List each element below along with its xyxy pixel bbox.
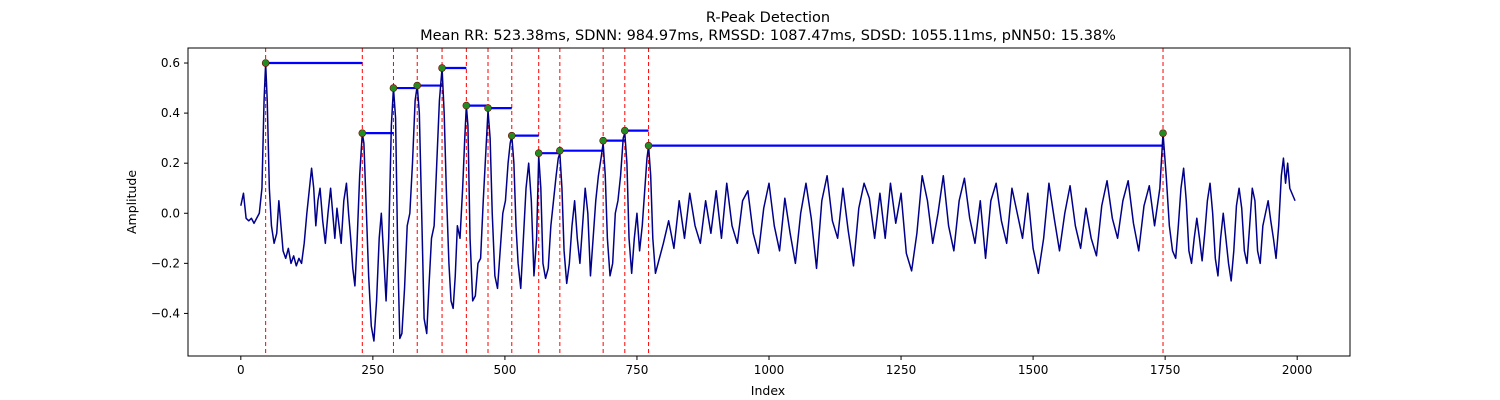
x-tick-label: 1000 [754, 363, 785, 377]
x-tick-label: 750 [626, 363, 649, 377]
x-tick-label: 250 [361, 363, 384, 377]
r-peak-marker [484, 104, 492, 112]
r-peak-marker-layer [261, 59, 1167, 157]
r-peak-marker [1159, 129, 1167, 137]
signal-line [240, 62, 1296, 342]
r-peak-marker [438, 64, 446, 72]
r-peak-marker [261, 59, 270, 67]
x-tick-label: 1500 [1018, 363, 1049, 377]
y-axis-label: Amplitude [124, 170, 139, 234]
r-peak-marker [556, 146, 564, 155]
x-axis-ticks: 0 250 500 750 1000 1250 1500 1750 2000 [237, 356, 1312, 377]
x-tick-label: 2000 [1282, 363, 1313, 377]
r-peak-marker [413, 81, 422, 90]
r-peak-marker [358, 129, 367, 137]
signal-layer [240, 62, 1296, 342]
rr-segment-layer [265, 61, 1164, 155]
r-peak-marker [389, 84, 398, 92]
peak-vline-layer [265, 48, 1164, 356]
y-axis-ticks: −0.4 −0.2 0.0 0.2 0.4 0.6 [151, 56, 188, 320]
x-tick-label: 0 [237, 363, 245, 377]
r-peak-marker [621, 126, 629, 135]
y-tick-label: 0.6 [161, 56, 180, 70]
x-tick-label: 1750 [1150, 363, 1181, 377]
r-peak-marker [462, 101, 471, 110]
chart-subtitle: Mean RR: 523.38ms, SDNN: 984.97ms, RMSSD… [420, 28, 1116, 44]
r-peak-marker [507, 131, 516, 140]
x-tick-label: 1250 [886, 363, 917, 377]
y-tick-label: 0.0 [161, 206, 180, 220]
r-peak-marker [599, 136, 607, 145]
y-tick-label: 0.4 [161, 106, 180, 120]
chart-title: R-Peak Detection [706, 10, 830, 26]
y-tick-label: 0.2 [161, 156, 180, 170]
r-peak-marker [644, 141, 653, 150]
r-peak-marker [534, 149, 543, 157]
x-tick-label: 500 [493, 363, 516, 377]
y-tick-label: −0.4 [151, 306, 180, 320]
x-axis-label: Index [751, 383, 785, 398]
y-tick-label: −0.2 [151, 256, 180, 270]
